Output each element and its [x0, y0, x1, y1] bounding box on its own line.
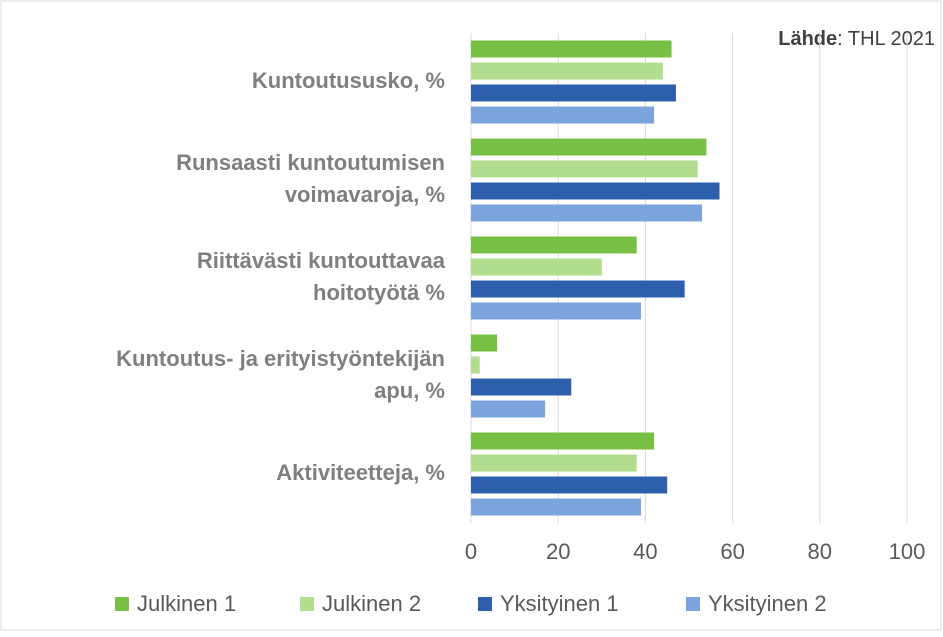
bar: [471, 378, 572, 396]
bar: [471, 498, 642, 516]
bar: [471, 40, 672, 58]
x-tick-label: 80: [808, 539, 832, 564]
legend-label: Julkinen 2: [322, 591, 421, 616]
x-tick-label: 0: [465, 539, 477, 564]
legend-swatch: [300, 597, 314, 611]
bar: [471, 302, 642, 320]
x-tick-label: 60: [720, 539, 744, 564]
legend-label: Yksityinen 2: [708, 591, 827, 616]
bar: [471, 432, 655, 450]
bar: [471, 334, 498, 352]
legend-label: Julkinen 1: [137, 591, 236, 616]
legend-swatch: [686, 597, 700, 611]
y-tick-label: Kuntoutus- ja erityistyöntekijän apu, %: [116, 346, 445, 403]
x-tick-label: 40: [633, 539, 657, 564]
bar: [471, 280, 685, 298]
bar: [471, 400, 546, 418]
bar: [471, 160, 698, 178]
bar: [471, 204, 703, 222]
annotation-text: : THL 2021: [837, 28, 935, 50]
x-tick-label: 20: [546, 539, 570, 564]
legend-swatch: [478, 597, 492, 611]
legend-label: Yksityinen 1: [500, 591, 619, 616]
legend-swatch: [115, 597, 129, 611]
y-tick-label: Runsaasti kuntoutumisen voimavaroja, %: [176, 150, 445, 207]
annotation: Lähde: THL 2021: [778, 28, 935, 50]
bar: [471, 476, 668, 494]
bar: [471, 106, 655, 124]
bar: [471, 182, 720, 200]
bar: [471, 62, 663, 80]
bar: [471, 356, 480, 374]
y-tick-label: Kuntoutususko, %: [252, 68, 445, 93]
x-tick-label: 100: [889, 539, 926, 564]
bar: [471, 236, 637, 254]
y-tick-label: Aktiviteetteja, %: [276, 460, 445, 485]
bar: [471, 84, 676, 102]
y-tick-label: Riittävästi kuntouttavaa hoitotyötä %: [197, 248, 446, 305]
bar: [471, 138, 707, 156]
bar: [471, 454, 637, 472]
bar: [471, 258, 602, 276]
annotation-label: Lähde: [778, 28, 837, 50]
